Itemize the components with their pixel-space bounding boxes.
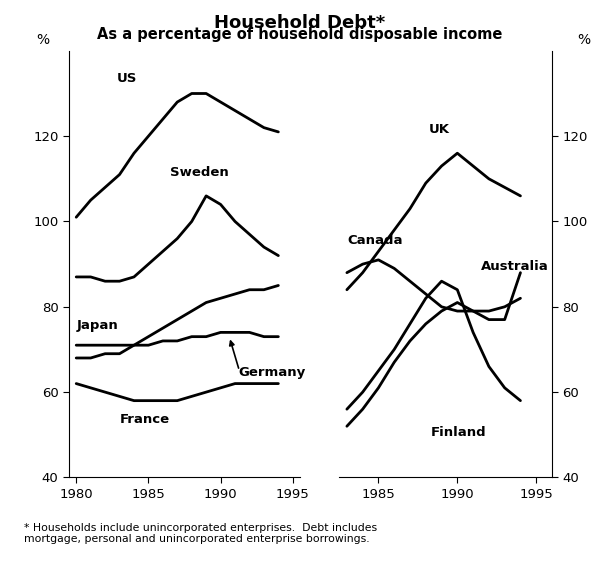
Text: Sweden: Sweden bbox=[170, 166, 229, 179]
Text: As a percentage of household disposable income: As a percentage of household disposable … bbox=[97, 27, 503, 42]
Text: Finland: Finland bbox=[431, 426, 486, 439]
Text: France: France bbox=[119, 413, 170, 426]
Text: %: % bbox=[577, 33, 590, 46]
Text: UK: UK bbox=[429, 123, 450, 136]
Text: US: US bbox=[116, 72, 137, 85]
Text: Germany: Germany bbox=[238, 366, 305, 379]
Text: Canada: Canada bbox=[347, 234, 403, 247]
Text: %: % bbox=[37, 33, 50, 46]
Text: * Households include unincorporated enterprises.  Debt includes
mortgage, person: * Households include unincorporated ente… bbox=[24, 523, 377, 544]
Text: Japan: Japan bbox=[76, 319, 118, 332]
Text: Household Debt*: Household Debt* bbox=[214, 14, 386, 32]
Text: Australia: Australia bbox=[481, 260, 549, 273]
